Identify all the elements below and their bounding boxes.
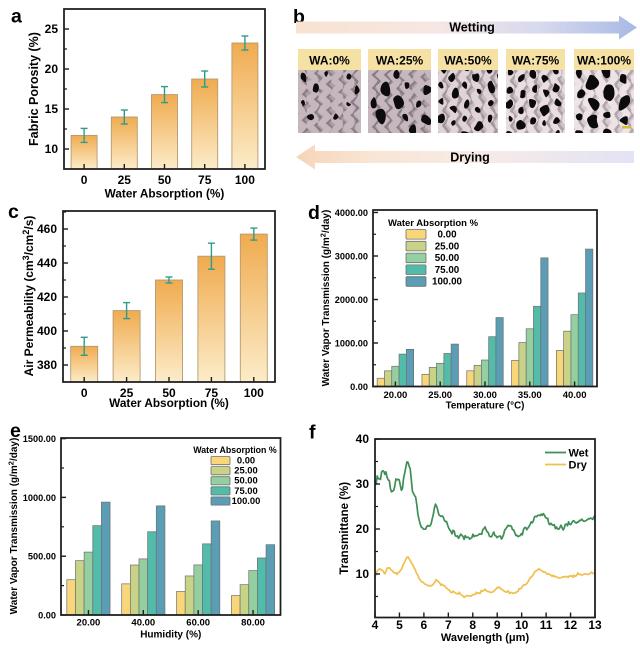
svg-text:460: 460 — [37, 222, 57, 236]
svg-text:20.00: 20.00 — [384, 390, 408, 401]
svg-text:7: 7 — [445, 618, 452, 632]
svg-text:500.00: 500.00 — [28, 552, 56, 562]
svg-text:Water Vapor Transmission (g/m2: Water Vapor Transmission (g/m2/day) — [319, 210, 333, 387]
svg-text:a: a — [11, 6, 22, 28]
svg-text:75.00: 75.00 — [234, 485, 257, 496]
svg-text:d: d — [308, 202, 320, 224]
svg-text:25: 25 — [118, 173, 132, 187]
svg-text:WA:100%: WA:100% — [577, 53, 631, 67]
svg-text:30: 30 — [356, 477, 370, 491]
svg-text:Wet: Wet — [569, 448, 589, 460]
svg-text:Humidity (%): Humidity (%) — [140, 630, 201, 641]
svg-text:75: 75 — [205, 386, 219, 400]
svg-text:12: 12 — [564, 618, 578, 632]
svg-text:40.00: 40.00 — [563, 390, 587, 401]
svg-text:e: e — [10, 420, 21, 442]
svg-text:60.00: 60.00 — [186, 618, 210, 629]
svg-text:20: 20 — [356, 522, 370, 536]
svg-text:2000.00: 2000.00 — [335, 295, 368, 305]
svg-text:1000.00: 1000.00 — [335, 338, 368, 348]
svg-text:10: 10 — [45, 142, 59, 156]
svg-text:c: c — [8, 201, 19, 223]
svg-text:Water Vapor Transmission (g/m2: Water Vapor Transmission (g/m2/day) — [7, 438, 21, 615]
svg-text:50: 50 — [158, 173, 172, 187]
svg-text:1000.00: 1000.00 — [23, 493, 56, 503]
svg-text:400: 400 — [37, 324, 57, 338]
svg-text:Drying: Drying — [450, 151, 490, 165]
svg-text:50.00: 50.00 — [435, 253, 460, 264]
svg-text:Wavelength (μm): Wavelength (μm) — [441, 632, 530, 644]
svg-text:Water Absorption %: Water Absorption % — [193, 445, 277, 455]
svg-text:Air Permeability (cm3/cm2/s): Air Permeability (cm3/cm2/s) — [21, 216, 36, 377]
svg-text:80.00: 80.00 — [241, 618, 265, 629]
svg-text:4000.00: 4000.00 — [335, 208, 368, 218]
svg-text:100.00: 100.00 — [432, 277, 463, 288]
svg-text:0.00: 0.00 — [38, 610, 56, 620]
svg-text:WA:75%: WA:75% — [512, 53, 560, 67]
svg-text:20.00: 20.00 — [77, 618, 101, 629]
svg-text:10: 10 — [356, 567, 370, 581]
svg-text:100: 100 — [244, 386, 264, 400]
svg-text:3000.00: 3000.00 — [335, 251, 368, 261]
svg-text:Water Absorption (%): Water Absorption (%) — [105, 187, 225, 201]
svg-text:75.00: 75.00 — [435, 265, 460, 276]
svg-text:420: 420 — [37, 290, 57, 304]
svg-text:0.00: 0.00 — [437, 230, 457, 241]
svg-text:9: 9 — [494, 618, 501, 632]
svg-text:10: 10 — [515, 618, 529, 632]
svg-text:11: 11 — [540, 618, 553, 632]
svg-text:25.00: 25.00 — [435, 241, 460, 252]
svg-text:25.00: 25.00 — [428, 390, 452, 401]
svg-text:Wetting: Wetting — [449, 21, 495, 35]
svg-text:380: 380 — [37, 358, 57, 372]
svg-text:Dry: Dry — [569, 460, 588, 472]
svg-text:13: 13 — [588, 618, 602, 632]
svg-text:f: f — [309, 422, 316, 444]
svg-text:35.00: 35.00 — [518, 390, 542, 401]
svg-text:40: 40 — [356, 432, 370, 446]
svg-text:0.00: 0.00 — [237, 455, 255, 466]
svg-text:WA:50%: WA:50% — [444, 53, 492, 67]
svg-text:Temperature (°C): Temperature (°C) — [446, 401, 525, 412]
svg-text:8: 8 — [469, 618, 476, 632]
svg-text:WA:25%: WA:25% — [376, 53, 424, 67]
svg-text:Fabric Porosity (%): Fabric Porosity (%) — [27, 32, 41, 146]
svg-text:6: 6 — [421, 618, 428, 632]
svg-text:Transmittane (%): Transmittane (%) — [339, 482, 351, 575]
svg-text:1500.00: 1500.00 — [23, 434, 56, 444]
svg-text:50.00: 50.00 — [234, 475, 257, 486]
svg-text:100.00: 100.00 — [232, 495, 261, 506]
svg-text:Water Absorption %: Water Absorption % — [388, 218, 479, 229]
svg-text:25.00: 25.00 — [234, 465, 257, 476]
svg-text:4: 4 — [372, 618, 379, 632]
svg-text:0: 0 — [81, 173, 88, 187]
svg-text:25: 25 — [120, 386, 134, 400]
svg-text:40.00: 40.00 — [131, 618, 155, 629]
svg-text:440: 440 — [37, 256, 57, 270]
svg-text:30.00: 30.00 — [473, 390, 497, 401]
svg-text:15: 15 — [45, 102, 59, 116]
svg-text:25: 25 — [45, 22, 59, 36]
svg-text:Water Absorption (%): Water Absorption (%) — [109, 396, 229, 410]
svg-text:WA:0%: WA:0% — [309, 53, 350, 67]
svg-text:50: 50 — [162, 386, 176, 400]
svg-text:75: 75 — [198, 173, 212, 187]
svg-text:5: 5 — [396, 618, 403, 632]
svg-text:20: 20 — [45, 62, 59, 76]
svg-text:100: 100 — [235, 173, 255, 187]
svg-text:0: 0 — [81, 386, 88, 400]
svg-text:0.00: 0.00 — [350, 382, 368, 392]
